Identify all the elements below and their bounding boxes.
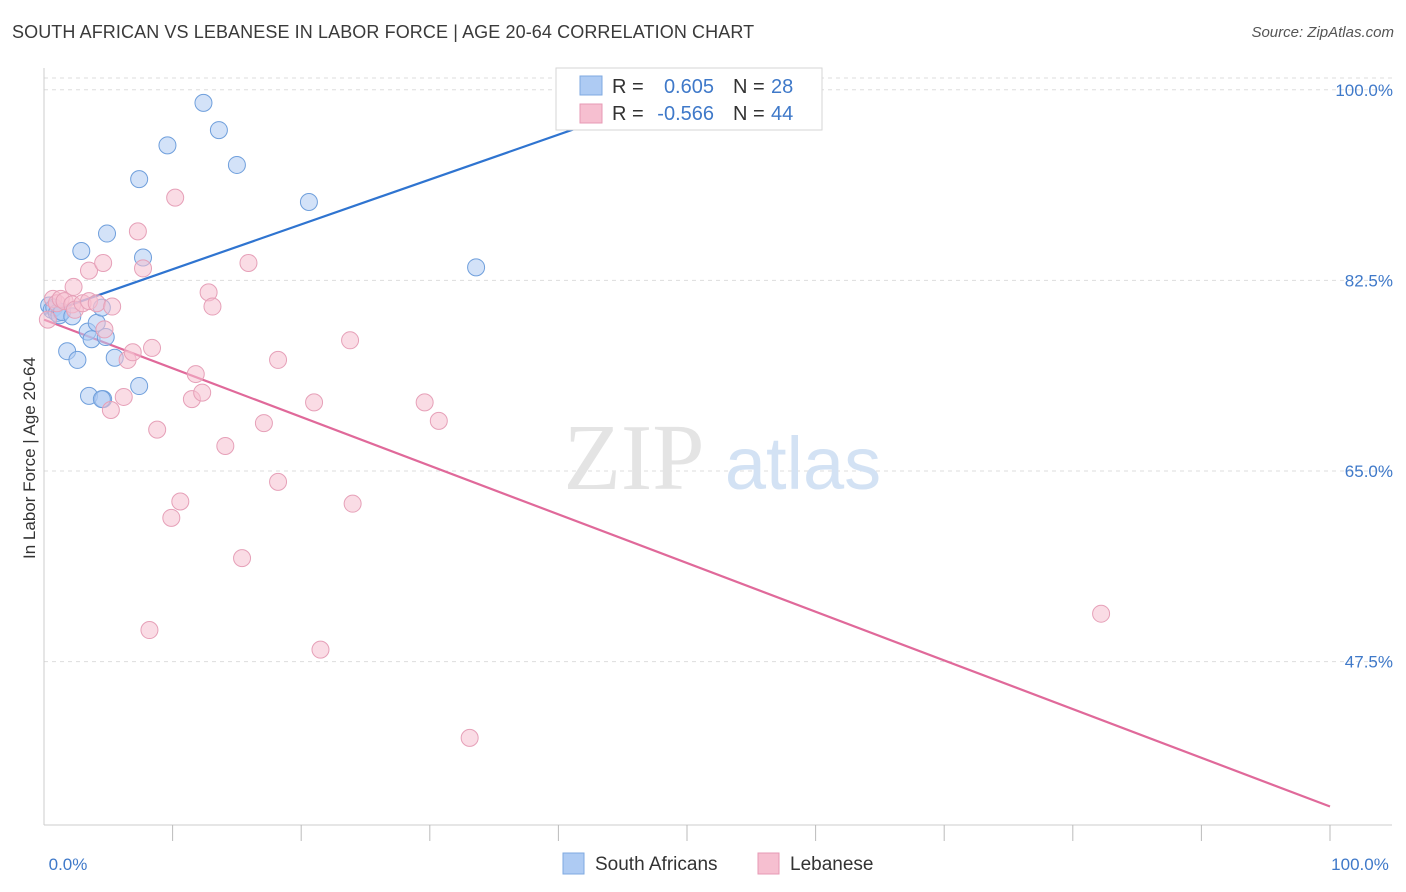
point-lebanese-25 (166, 188, 185, 207)
point-south-africans-27 (299, 192, 318, 211)
point-lebanese-7 (64, 277, 83, 296)
legend-r-value-pink: -0.566 (657, 103, 714, 125)
point-lebanese-23 (148, 420, 167, 439)
point-lebanese-32 (216, 436, 235, 455)
watermark: ZIP atlas (564, 406, 882, 510)
point-lebanese-39 (311, 640, 330, 659)
point-lebanese-13 (95, 320, 114, 339)
legend-r-value-blue: 0.605 (664, 76, 714, 98)
point-lebanese-45 (1092, 604, 1111, 623)
point-lebanese-28 (186, 365, 205, 384)
data-points (38, 75, 1111, 747)
y-axis-title: In Labor Force | Age 20-64 (20, 357, 39, 559)
point-lebanese-43 (429, 411, 448, 430)
watermark-zip: ZIP (564, 406, 705, 510)
legend-n-label-pink: N = (733, 103, 765, 125)
point-lebanese-31 (203, 297, 222, 316)
x-tick-labels: 0.0% 100.0% (49, 855, 1389, 874)
point-lebanese-11 (87, 294, 106, 313)
point-lebanese-18 (123, 343, 142, 362)
point-lebanese-38 (305, 393, 324, 412)
legend-swatch-pink (579, 103, 603, 124)
point-lebanese-24 (162, 508, 181, 527)
chart-title: SOUTH AFRICAN VS LEBANESE IN LABOR FORCE… (12, 22, 755, 42)
point-lebanese-14 (103, 297, 122, 316)
point-lebanese-26 (171, 492, 190, 511)
point-lebanese-16 (114, 387, 133, 406)
point-south-africans-8 (68, 350, 87, 369)
point-lebanese-33 (233, 549, 252, 568)
point-lebanese-12 (94, 253, 113, 272)
point-south-africans-9 (72, 241, 91, 260)
series-legend-swatch-south-africans (562, 852, 585, 875)
y-tick-labels: 47.5% 65.0% 82.5% 100.0% (1335, 81, 1393, 672)
x-tick-label-min: 0.0% (49, 855, 88, 874)
point-south-africans-20 (130, 377, 149, 396)
point-lebanese-22 (140, 621, 159, 640)
series-legend: South Africans Lebanese (562, 852, 873, 875)
legend-n-value-pink: 44 (771, 103, 793, 125)
point-lebanese-37 (269, 350, 288, 369)
y-tick-label-2: 82.5% (1345, 271, 1393, 290)
point-south-africans-26 (227, 155, 246, 174)
series-legend-label-lebanese: Lebanese (790, 854, 873, 875)
point-lebanese-41 (343, 494, 362, 513)
legend-n-value-blue: 28 (771, 76, 793, 98)
x-tick-label-max: 100.0% (1331, 855, 1389, 874)
legend-r-label-pink: R = (612, 103, 644, 125)
point-south-africans-28 (467, 258, 486, 277)
point-lebanese-42 (415, 393, 434, 412)
axes (43, 68, 1392, 841)
point-lebanese-29 (193, 383, 212, 402)
point-lebanese-19 (128, 222, 147, 241)
point-south-africans-22 (130, 170, 149, 189)
point-lebanese-10 (80, 261, 99, 280)
point-south-africans-18 (98, 224, 117, 243)
point-lebanese-35 (254, 414, 273, 433)
y-tick-label-0: 47.5% (1345, 653, 1393, 672)
point-south-africans-23 (158, 136, 177, 155)
y-tick-label-1: 65.0% (1345, 462, 1393, 481)
point-south-africans-24 (194, 93, 213, 112)
y-tick-label-3: 100.0% (1335, 81, 1393, 100)
series-legend-label-south-africans: South Africans (595, 854, 718, 875)
legend-swatch-blue (579, 75, 603, 96)
legend-n-label-blue: N = (733, 76, 765, 98)
source-label: Source: ZipAtlas.com (1251, 24, 1394, 41)
point-lebanese-40 (341, 331, 360, 350)
stats-legend: R = 0.605 N = 28 R = -0.566 N = 44 (555, 67, 823, 131)
point-lebanese-15 (101, 401, 120, 420)
point-lebanese-20 (134, 259, 153, 278)
trend-line-lebanese (43, 318, 1331, 808)
watermark-atlas: atlas (725, 422, 881, 505)
point-lebanese-36 (269, 472, 288, 491)
series-legend-swatch-lebanese (757, 852, 780, 875)
point-south-africans-25 (209, 121, 228, 140)
point-lebanese-0 (38, 310, 57, 329)
point-lebanese-21 (143, 338, 162, 357)
point-lebanese-44 (460, 728, 479, 747)
legend-r-label-blue: R = (612, 76, 644, 98)
point-lebanese-34 (239, 253, 258, 272)
